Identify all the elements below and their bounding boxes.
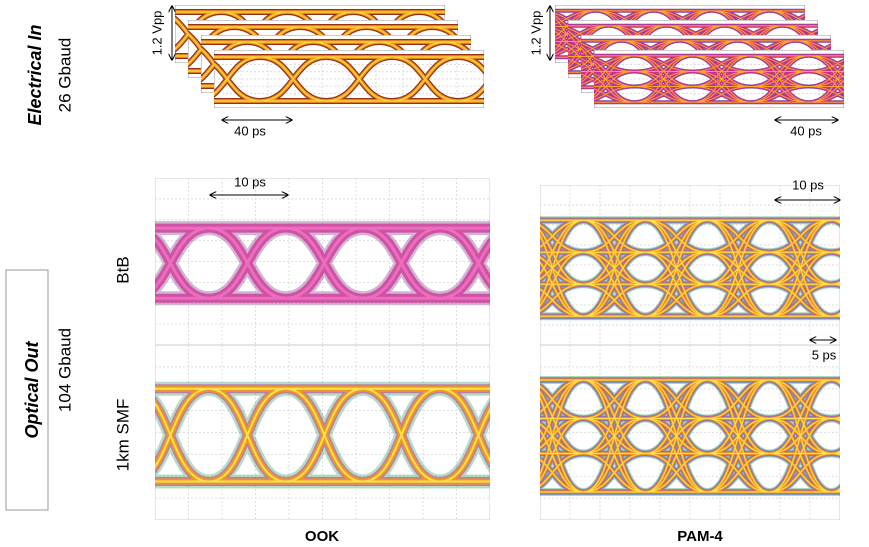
section-title: Optical Out — [22, 340, 42, 438]
eye-diagram — [540, 185, 840, 345]
row-label: 1km SMF — [113, 399, 132, 472]
section-box — [5, 269, 49, 511]
eye-diagram — [540, 345, 840, 520]
eye-diagram — [155, 345, 490, 520]
eye-trace — [214, 56, 484, 102]
eye-trace — [155, 226, 490, 300]
eye-panels — [155, 5, 844, 520]
amplitude-label: 1.2 Vpp — [528, 11, 543, 56]
time-label: 40 ps — [234, 123, 266, 138]
time-label: 5 ps — [812, 347, 837, 362]
section-title: Electrical In — [25, 24, 45, 125]
baud-label: 104 Gbaud — [55, 328, 74, 412]
eye-diagram — [594, 50, 844, 108]
baud-label: 26 Gbaud — [55, 38, 74, 113]
eye-diagram — [155, 178, 490, 345]
amplitude-label: 1.2 Vpp — [149, 11, 164, 56]
column-label: PAM-4 — [677, 528, 723, 545]
eye-trace — [540, 219, 840, 317]
time-label: 10 ps — [234, 174, 266, 189]
eye-trace — [594, 55, 844, 103]
time-label: 40 ps — [790, 123, 822, 138]
eye-trace — [540, 379, 840, 493]
annotations: 1.2 Vpp 40 ps 1.2 Vpp 40 ps 10 ps 10 ps … — [149, 6, 840, 362]
eye-trace — [155, 387, 490, 483]
time-label: 10 ps — [792, 177, 824, 192]
eye-diagram — [214, 50, 484, 108]
column-label: OOK — [305, 528, 339, 545]
row-label: BtB — [113, 256, 132, 283]
